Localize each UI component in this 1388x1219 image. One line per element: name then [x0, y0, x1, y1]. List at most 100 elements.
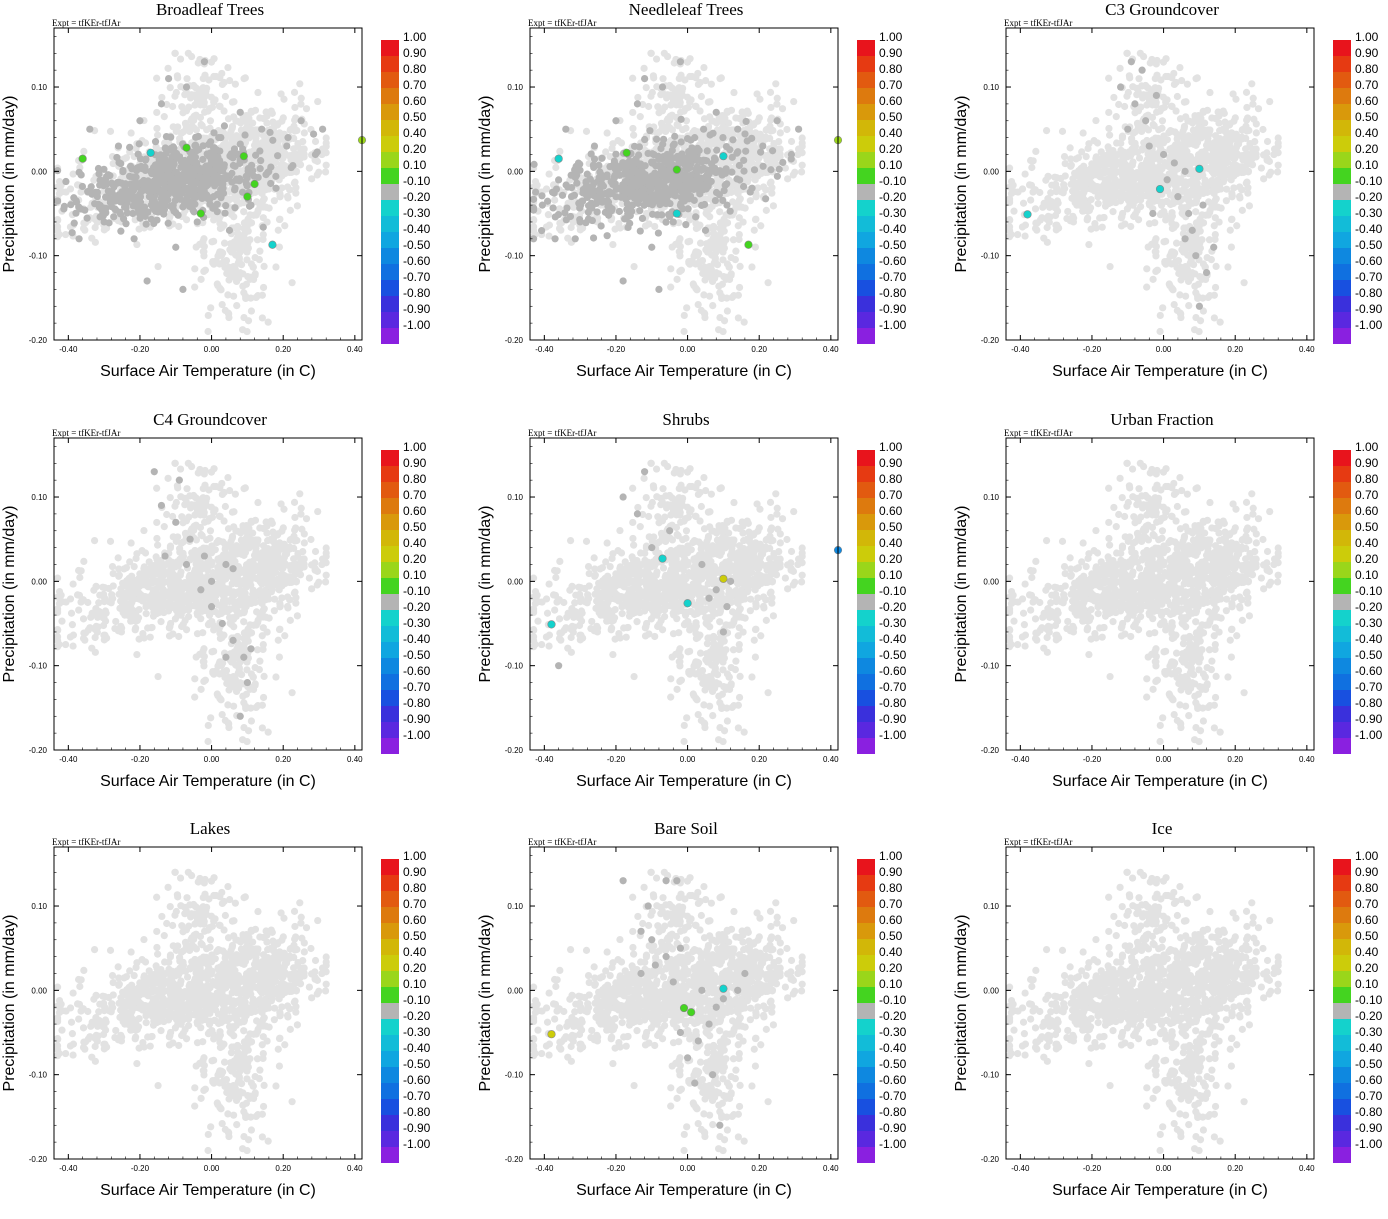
background-point	[323, 162, 330, 169]
background-point	[630, 263, 637, 270]
background-point	[767, 89, 774, 96]
y-tick-label: -0.10	[29, 252, 48, 261]
highlight-point	[151, 187, 158, 194]
background-point	[661, 50, 668, 57]
highlight-point	[135, 151, 142, 158]
colorbar-swatch	[381, 120, 399, 136]
background-point	[233, 302, 240, 309]
background-point	[721, 317, 728, 324]
background-point	[210, 73, 217, 80]
colorbar-swatch	[381, 328, 399, 344]
highlight-point	[141, 164, 148, 171]
highlight-point	[585, 202, 592, 209]
background-point	[191, 265, 198, 272]
highlight-point	[166, 165, 173, 172]
background-point	[280, 114, 287, 121]
colorbar-label: -1.00	[403, 318, 431, 332]
colorbar-label: -0.90	[403, 302, 431, 316]
highlight-point	[734, 126, 741, 133]
background-point	[762, 136, 769, 143]
highlight-point	[740, 183, 747, 190]
background-point	[658, 120, 665, 127]
highlight-point	[769, 147, 776, 154]
highlight-point	[670, 218, 677, 225]
background-point	[637, 113, 644, 120]
colorbar-swatch	[857, 40, 875, 56]
background-point	[630, 132, 637, 139]
highlight-point	[115, 142, 122, 149]
background-point	[748, 263, 755, 270]
background-point	[226, 246, 233, 253]
highlight-point	[664, 154, 671, 161]
background-point	[629, 125, 636, 132]
background-point	[583, 128, 590, 135]
highlight-point	[605, 210, 612, 217]
x-axis-label: Surface Air Temperature (in C)	[100, 363, 316, 380]
x-axis-label: Surface Air Temperature (in C)	[576, 363, 792, 380]
background-point	[177, 55, 184, 62]
highlight-point	[635, 200, 642, 207]
background-point	[530, 227, 537, 234]
background-point	[164, 65, 171, 72]
colorbar-label: 0.80	[879, 62, 903, 76]
background-point	[186, 128, 193, 135]
background-point	[763, 207, 770, 214]
highlight-point	[190, 172, 197, 179]
highlight-point	[192, 134, 199, 141]
background-point	[768, 184, 775, 191]
background-point	[556, 148, 563, 155]
background-point	[221, 79, 228, 86]
background-point	[242, 295, 249, 302]
colorbar-label: -0.40	[879, 222, 907, 236]
background-point	[726, 276, 733, 283]
background-point	[173, 89, 180, 96]
background-point	[655, 109, 662, 116]
background-point	[301, 145, 308, 152]
background-point	[1212, 263, 1219, 270]
highlight-point	[555, 176, 562, 183]
background-point	[254, 89, 261, 96]
highlight-point	[172, 244, 179, 251]
highlight-point	[78, 205, 85, 212]
highlight-point	[748, 185, 755, 192]
background-point	[701, 115, 708, 122]
highlight-point	[687, 164, 694, 171]
background-point	[732, 248, 739, 255]
background-point	[677, 72, 684, 79]
background-point	[1264, 138, 1271, 145]
highlight-point	[170, 143, 177, 150]
background-point	[158, 94, 165, 101]
colored-point	[673, 210, 681, 218]
background-point	[681, 312, 688, 319]
background-point	[645, 103, 652, 110]
highlight-point	[193, 159, 200, 166]
background-point	[758, 170, 765, 177]
highlight-point	[204, 181, 211, 188]
colorbar-label: -1.00	[879, 318, 907, 332]
colorbar-label: -0.10	[879, 174, 907, 188]
highlight-point	[639, 185, 646, 192]
colorbar-swatch	[381, 56, 399, 72]
highlight-point	[646, 127, 653, 134]
highlight-point	[713, 189, 720, 196]
highlight-point	[167, 158, 174, 165]
background-point	[762, 186, 769, 193]
background-point	[684, 59, 691, 66]
highlight-point	[175, 186, 182, 193]
highlight-point	[272, 185, 279, 192]
highlight-point	[736, 162, 743, 169]
background-point	[712, 254, 719, 261]
highlight-point	[722, 170, 729, 177]
highlight-point	[696, 190, 703, 197]
highlight-point	[132, 179, 139, 186]
highlight-point	[723, 201, 730, 208]
background-point	[680, 328, 687, 335]
background-point	[556, 225, 563, 232]
highlight-point	[653, 136, 660, 143]
background-point	[269, 119, 276, 126]
panel-title: Broadleaf Trees	[156, 0, 264, 19]
background-point	[62, 231, 69, 238]
highlight-point	[682, 221, 689, 228]
colorbar-label: -0.20	[879, 190, 907, 204]
background-point	[692, 103, 699, 110]
